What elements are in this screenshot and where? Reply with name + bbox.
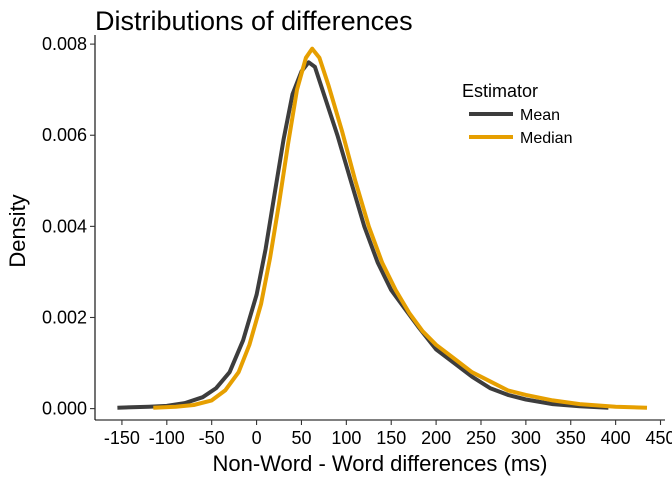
x-tick-label: 450 (645, 428, 672, 448)
y-tick-label: 0.004 (42, 216, 87, 236)
x-tick-label: -100 (149, 428, 185, 448)
x-tick-label: 350 (556, 428, 586, 448)
x-tick-label: -50 (199, 428, 225, 448)
series-line-median (153, 46, 648, 410)
chart-title: Distributions of differences (95, 6, 413, 36)
series-lines (117, 46, 648, 410)
x-tick-label: -150 (104, 428, 140, 448)
legend: Estimator Mean Median (462, 81, 572, 147)
x-tick-label: 150 (376, 428, 406, 448)
x-tick-label: 200 (421, 428, 451, 448)
x-axis-title: Non-Word - Word differences (ms) (213, 451, 548, 476)
series-line-mean (117, 60, 609, 410)
x-axis: -150 -100 -50 0 50 100 150 200 250 300 350 400 450 (95, 419, 672, 448)
x-tick-label: 400 (601, 428, 631, 448)
legend-label-median: Median (520, 130, 572, 147)
y-tick-label: 0.006 (42, 125, 87, 145)
y-axis-title: Density (5, 194, 30, 267)
y-axis: 0.000 0.002 0.004 0.006 0.008 (42, 34, 96, 420)
legend-title: Estimator (462, 81, 538, 101)
y-tick-label: 0.002 (42, 307, 87, 327)
x-tick-label: 100 (331, 428, 361, 448)
y-tick-label: 0.000 (42, 399, 87, 419)
y-tick-label: 0.008 (42, 34, 87, 54)
x-tick-label: 300 (511, 428, 541, 448)
x-tick-label: 0 (252, 428, 262, 448)
x-tick-label: 250 (466, 428, 496, 448)
x-tick-label: 50 (291, 428, 311, 448)
legend-label-mean: Mean (520, 107, 560, 124)
